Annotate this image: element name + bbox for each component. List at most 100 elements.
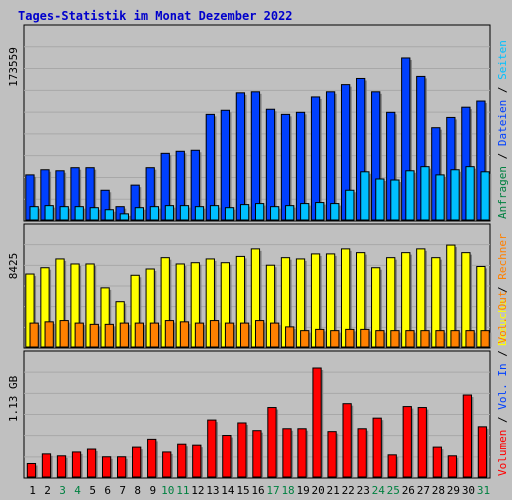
bar-rechner-day-15 [239,322,250,348]
bar-volumen-day-25 [387,454,397,478]
bar-anfragen-day-13 [205,113,215,221]
bar-anfragen-day-21 [325,91,336,221]
bar-seiten-day-19 [300,203,310,221]
bar-volumen-day-27 [417,407,427,478]
bar-volumen-day-16 [252,430,262,478]
y-max-label-visits: 8425 [7,253,20,280]
panel-visits: 8425 Besuche / Rechner [7,223,509,349]
bar-volumen-day-14 [222,435,232,478]
x-tick-label-16: 16 [251,484,264,497]
bar-seiten-day-3 [59,206,69,221]
bar-anfragen-day-15 [235,92,246,221]
bar-volumen-day-5 [86,448,97,478]
x-tick-label-13: 13 [206,484,219,497]
x-tick-label-24: 24 [372,484,386,497]
bar-seiten-day-6 [104,209,114,221]
legend-item-rechner: Rechner [496,233,509,280]
bar-seiten-day-5 [89,207,99,221]
legend-separator: / [496,410,509,430]
bar-anfragen-day-20 [310,96,321,221]
x-tick-label-14: 14 [221,484,235,497]
x-tick-label-31: 31 [477,484,490,497]
x-tick-label-9: 9 [149,484,156,497]
x-tick-label-11: 11 [176,484,189,497]
bar-seiten-day-4 [74,206,84,221]
bar-seiten-day-13 [209,205,220,221]
bar-volumen-day-1 [26,462,37,478]
bar-seiten-day-8 [134,207,145,221]
legend-item-vol-in: Vol. In [496,363,509,409]
bar-seiten-day-31 [480,171,490,221]
bar-rechner-day-8 [134,322,145,348]
x-tick-label-28: 28 [432,484,445,497]
x-tick-label-27: 27 [417,484,430,497]
bar-volumen-day-8 [132,446,142,478]
legend-item-besuche: Besuche [496,300,509,346]
bar-volumen-day-9 [147,438,157,478]
y-max-label-volume: 1.13 GB [7,375,20,422]
bar-rechner-day-22 [345,328,355,348]
bar-volumen-day-7 [117,456,127,478]
x-tick-label-18: 18 [281,484,294,497]
legend-visits: Besuche / Rechner [496,233,509,346]
bar-rechner-day-18 [285,326,295,348]
bar-seiten-day-1 [29,206,39,221]
bar-rechner-day-25 [390,330,400,348]
x-tick-label-29: 29 [447,484,460,497]
x-axis-labels: 1 2 3 4 5 6 7 8 9 10 11 12 13 14 15 16 17 18 19 20 21 22 23 24 2… [29,484,490,497]
bar-rechner-day-16 [254,320,265,348]
y-max-label-hits: 173559 [7,47,20,87]
bar-rechner-day-5 [89,323,99,348]
bar-volumen-day-6 [101,456,112,478]
legend-separator: / [496,146,509,166]
bar-rechner-day-21 [330,330,340,348]
bar-volumen-day-19 [297,428,307,478]
chart-title: Tages-Statistik im Monat Dezember 2022 [18,9,293,23]
bar-rechner-day-13 [209,320,220,348]
x-tick-label-17: 17 [266,484,279,497]
x-tick-label-22: 22 [342,484,355,497]
bar-rechner-day-6 [104,323,114,348]
legend-separator: / [496,80,509,100]
x-tick-label-23: 23 [357,484,370,497]
bar-anfragen-day-18 [280,113,291,221]
legend-separator: / [496,344,509,364]
bar-seiten-day-14 [224,207,235,221]
bar-volumen-day-10 [162,451,172,478]
bar-volumen-day-2 [41,453,52,478]
legend-separator: / [496,280,509,300]
bar-seiten-day-20 [315,202,325,221]
x-tick-label-25: 25 [387,484,400,497]
bar-anfragen-day-17 [265,108,276,221]
bar-rechner-day-30 [465,330,475,348]
legend-item-dateien: Dateien [496,100,509,146]
x-tick-label-26: 26 [402,484,415,497]
bar-rechner-day-10 [164,320,175,348]
bar-rechner-day-14 [224,322,235,348]
bar-rechner-day-4 [74,322,84,348]
bar-volumen-day-21 [327,431,337,478]
x-tick-label-12: 12 [191,484,204,497]
bar-anfragen-day-16 [250,91,261,221]
bar-rechner-day-2 [44,321,54,348]
bar-volumen-day-3 [56,455,67,478]
bar-seiten-day-16 [254,203,265,221]
panel-hits: 173559 Anfragen / Dateien / Seiten [7,24,509,222]
x-tick-label-30: 30 [462,484,475,497]
bar-volumen-day-31 [477,426,488,478]
x-tick-label-2: 2 [44,484,51,497]
bar-volumen-day-24 [372,417,382,478]
bar-seiten-day-15 [239,204,250,221]
bar-rechner-day-28 [435,330,445,348]
x-tick-label-1: 1 [29,484,36,497]
bar-volumen-day-30 [462,394,473,478]
x-tick-label-10: 10 [161,484,174,497]
bar-rechner-day-1 [29,322,39,348]
bar-rechner-day-27 [420,330,430,348]
bar-volumen-day-20 [312,367,322,478]
bar-volumen-day-18 [282,428,292,478]
bar-volumen-day-11 [177,443,187,478]
bar-seiten-day-29 [450,169,460,221]
legend-item-seiten: Seiten [496,40,509,80]
x-tick-label-20: 20 [312,484,325,497]
